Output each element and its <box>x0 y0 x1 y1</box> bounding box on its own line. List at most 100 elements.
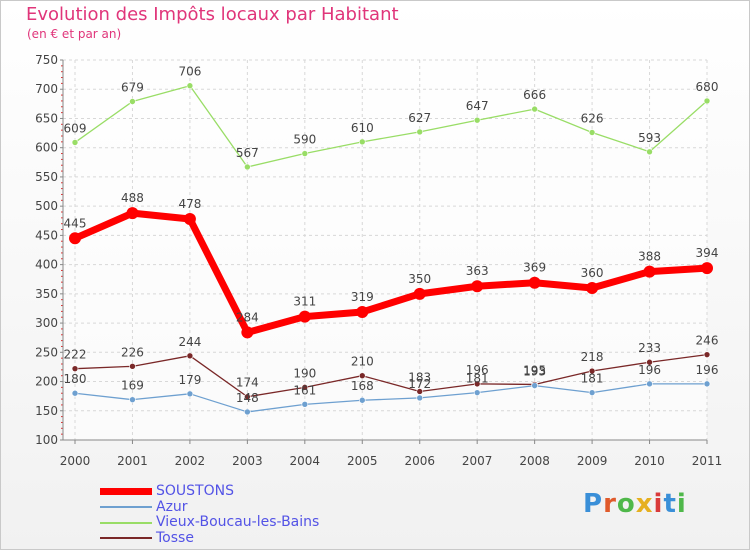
x-tick-label: 2003 <box>232 454 263 468</box>
data-point-tosse <box>186 352 194 360</box>
data-label-soustons: 388 <box>638 250 661 264</box>
data-label-soustons: 369 <box>523 261 546 275</box>
chart-subtitle: (en € et par an) <box>27 27 122 41</box>
data-point-vieux-boucau-les-bains <box>646 148 653 156</box>
y-tick-label: 650 <box>35 111 58 125</box>
y-tick-label: 400 <box>35 258 58 272</box>
y-tick-label: 450 <box>35 228 58 242</box>
data-point-tosse <box>703 351 711 358</box>
y-tick-label: 100 <box>35 433 58 447</box>
x-tick-label: 2002 <box>175 454 206 468</box>
data-point-vieux-boucau-les-bains <box>244 163 251 171</box>
y-tick-label: 500 <box>35 199 58 213</box>
data-label-vieux-boucau-les-bains: 680 <box>696 80 719 94</box>
plot-area <box>63 60 707 440</box>
logo-letter: i <box>676 489 687 519</box>
series-line-azur <box>74 383 707 413</box>
data-point-azur <box>129 396 136 403</box>
logo-letter: P <box>583 489 604 519</box>
legend-swatch <box>100 488 152 496</box>
data-point-soustons <box>586 282 599 294</box>
data-point-vieux-boucau-les-bains <box>301 150 309 157</box>
data-label-vieux-boucau-les-bains: 647 <box>466 99 489 113</box>
data-point-tosse <box>244 393 251 401</box>
x-tick-label: 2004 <box>290 454 321 468</box>
data-label-tosse: 210 <box>351 355 374 369</box>
y-tick-label: 700 <box>35 82 58 96</box>
data-point-vieux-boucau-les-bains <box>531 105 538 113</box>
data-label-soustons: 445 <box>64 216 87 230</box>
logo-letter: o <box>616 489 636 519</box>
data-point-soustons <box>701 262 713 275</box>
data-point-azur <box>473 389 481 396</box>
data-point-tosse <box>588 367 596 375</box>
legend-item-soustons: SOUSTONS <box>100 484 319 500</box>
legend-item-tosse: Tosse <box>100 529 319 547</box>
y-tick-label: 250 <box>35 345 58 359</box>
x-tick-label: 2008 <box>519 454 550 468</box>
data-point-soustons <box>298 310 311 323</box>
x-tick-label: 2011 <box>692 454 723 468</box>
chart-title: Evolution des Impôts locaux par Habitant <box>26 4 399 25</box>
data-label-azur: 161 <box>293 383 316 397</box>
data-label-tosse: 246 <box>696 334 719 348</box>
y-tick-label: 150 <box>35 404 58 418</box>
data-label-vieux-boucau-les-bains: 590 <box>293 133 316 147</box>
x-tick-label: 2000 <box>60 454 91 468</box>
data-label-tosse: 174 <box>236 376 259 390</box>
data-label-soustons: 394 <box>696 246 719 260</box>
data-point-soustons <box>413 287 426 300</box>
data-label-tosse: 196 <box>466 363 489 377</box>
data-point-vieux-boucau-les-bains <box>129 98 136 105</box>
data-label-vieux-boucau-les-bains: 610 <box>351 121 374 135</box>
data-point-azur <box>703 380 711 388</box>
data-label-soustons: 478 <box>178 197 201 211</box>
series-line-vieux-boucau-les-bains <box>74 85 708 168</box>
data-label-vieux-boucau-les-bains: 706 <box>178 65 201 79</box>
data-label-tosse: 244 <box>178 335 201 349</box>
data-point-soustons <box>69 232 81 245</box>
y-tick-label: 200 <box>35 375 58 389</box>
data-label-tosse: 222 <box>64 348 87 362</box>
chart-legend: SOUSTONS Azur Vieux-Boucau-les-Bains Tosse <box>100 484 319 546</box>
data-point-tosse <box>473 380 481 388</box>
data-point-vieux-boucau-les-bains <box>416 128 424 136</box>
data-label-soustons: 488 <box>121 191 144 205</box>
data-point-vieux-boucau-les-bains <box>473 116 481 124</box>
data-point-soustons <box>126 207 139 220</box>
y-tick-label: 600 <box>35 141 58 155</box>
legend-swatch <box>100 506 152 509</box>
data-label-tosse: 190 <box>293 366 316 380</box>
series-line-soustons <box>73 209 708 336</box>
logo-letter: t <box>663 489 677 519</box>
data-point-vieux-boucau-les-bains <box>588 129 596 136</box>
logo-letter: x <box>635 489 654 519</box>
x-tick-label: 2005 <box>347 454 378 468</box>
legend-swatch <box>100 537 152 540</box>
data-label-tosse: 226 <box>121 345 144 359</box>
data-point-azur <box>301 401 309 408</box>
legend-label: SOUSTONS <box>156 483 234 500</box>
data-point-vieux-boucau-les-bains <box>703 97 711 105</box>
data-label-azur: 172 <box>408 377 431 391</box>
data-point-azur <box>186 390 194 398</box>
data-point-tosse <box>301 384 309 391</box>
data-label-tosse: 218 <box>581 350 604 364</box>
data-label-soustons: 363 <box>466 264 489 278</box>
data-label-azur: 168 <box>351 379 374 393</box>
legend-label: Tosse <box>156 529 194 546</box>
legend-label: Azur <box>156 498 188 515</box>
proxiti-logo: Proxiti <box>583 489 687 519</box>
data-label-tosse: 195 <box>523 363 546 377</box>
data-point-vieux-boucau-les-bains <box>358 138 366 146</box>
legend-label: Vieux-Boucau-les-Bains <box>156 514 320 531</box>
data-label-tosse: 183 <box>408 370 431 384</box>
x-tick-label: 2006 <box>404 454 435 468</box>
y-tick-label: 350 <box>35 287 58 301</box>
data-point-tosse <box>416 388 424 395</box>
data-point-soustons <box>241 326 254 339</box>
data-point-azur <box>416 394 424 402</box>
data-label-tosse: 233 <box>638 341 661 355</box>
logo-letter: r <box>603 489 617 519</box>
